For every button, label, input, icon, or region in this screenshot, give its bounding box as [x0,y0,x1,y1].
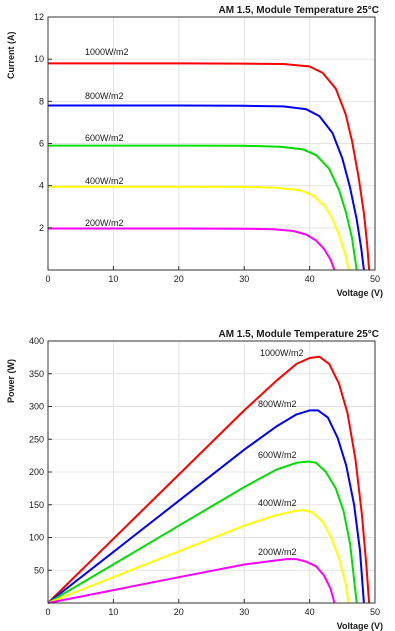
series-line [47,509,350,604]
x-tick-label: 40 [305,607,315,617]
y-tick-label: 350 [29,369,44,379]
x-tick-label: 10 [108,274,118,284]
series-line [47,355,371,604]
series-line [48,62,371,271]
series-label: 200W/m2 [85,218,124,228]
x-tick-label: 0 [45,274,50,284]
chart-title: AM 1.5, Module Temperature 25°C [218,5,379,16]
chart-title: AM 1.5, Module Temperature 25°C [218,329,379,340]
x-tick-label: 30 [239,607,249,617]
series-line [47,558,336,604]
series-line [47,460,358,604]
series-label: 1000W/m2 [85,47,129,57]
y-tick-label: 2 [39,223,44,233]
series-label: 600W/m2 [85,133,124,143]
y-tick-label: 250 [29,434,44,444]
iv-curve-chart: 1000W/m2 800W/m2 600W/m2 400W/m2 200W/m2 2 4 6 8… [6,5,383,298]
series-line [48,227,336,271]
series-line [47,409,365,604]
series-label: 400W/m2 [258,498,297,508]
y-tick-label: 10 [34,54,44,64]
x-axis-label: Voltage (V) [337,288,383,298]
x-tick-label: 0 [45,607,50,617]
series-label: 800W/m2 [85,91,124,101]
y-tick-label: 8 [39,96,44,106]
y-tick-label: 12 [34,12,44,22]
y-axis-label: Power (W) [6,359,16,403]
y-axis-label: Current (A) [6,32,16,80]
x-tick-label: 50 [370,607,380,617]
y-tick-label: 200 [29,467,44,477]
y-tick-label: 4 [39,181,44,191]
x-tick-label: 20 [174,607,184,617]
x-tick-label: 20 [174,274,184,284]
y-tick-label: 100 [29,533,44,543]
x-tick-label: 50 [370,274,380,284]
y-tick-label: 50 [34,565,44,575]
series-label: 200W/m2 [258,547,297,557]
series-label: 800W/m2 [258,399,297,409]
series-line [48,185,350,271]
x-tick-label: 10 [108,607,118,617]
series-label: 600W/m2 [258,450,297,460]
x-tick-label: 30 [239,274,249,284]
x-axis-label: Voltage (V) [337,621,383,631]
series-label: 1000W/m2 [260,348,304,358]
y-tick-label: 6 [39,139,44,149]
series-label: 400W/m2 [85,176,124,186]
y-tick-label: 150 [29,500,44,510]
x-tick-label: 40 [305,274,315,284]
series-line [48,144,358,271]
y-tick-label: 400 [29,336,44,346]
pv-curve-chart: 1000W/m2 800W/m2 600W/m2 400W/m2 200W/m2 50 10… [6,329,383,631]
series-line [48,104,365,271]
y-tick-label: 300 [29,402,44,412]
